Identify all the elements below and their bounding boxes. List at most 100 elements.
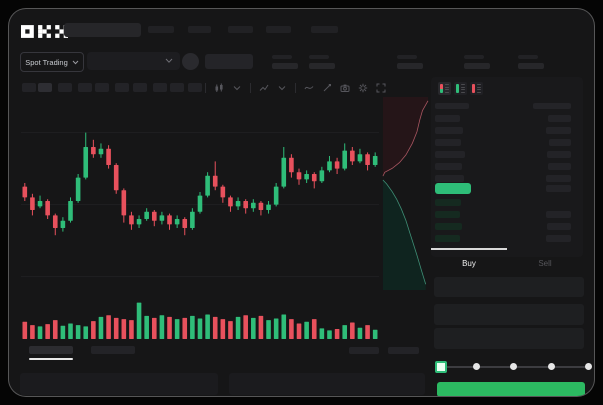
- book-bids-view-icon[interactable]: [454, 82, 467, 95]
- trade-tab-sell[interactable]: Sell: [538, 259, 552, 268]
- nav-item-1[interactable]: [148, 26, 174, 33]
- ticker-stats: [9, 9, 594, 79]
- timeframe-button-3[interactable]: [58, 83, 72, 92]
- market-type-label: Spot Trading: [25, 57, 68, 67]
- bottom-link-2[interactable]: [388, 347, 419, 354]
- ask-amount-bar: [548, 115, 571, 122]
- timeframe-button-2[interactable]: [38, 83, 52, 92]
- timeframe-button-1[interactable]: [22, 83, 36, 92]
- timeframe-button-9[interactable]: [170, 83, 184, 92]
- orderbook-asks: [431, 113, 583, 185]
- fullscreen-icon[interactable]: [376, 83, 386, 93]
- stat-value-bar: [397, 63, 423, 69]
- bottom-panel-right: [229, 373, 425, 395]
- ask-price-bar: [435, 163, 462, 170]
- ask-row-4[interactable]: [431, 149, 583, 161]
- draw-icon[interactable]: [322, 83, 332, 93]
- candle-type-icon[interactable]: [214, 83, 224, 93]
- toolbar-divider: [205, 82, 206, 93]
- bottom-tab-1[interactable]: [29, 346, 73, 354]
- ticker-stat-5: [518, 55, 544, 69]
- trade-form: [434, 277, 584, 355]
- ask-price-bar: [435, 127, 463, 134]
- stat-value-bar: [309, 63, 335, 69]
- bid-row-1[interactable]: [431, 197, 583, 209]
- bottom-panel-left: [20, 373, 218, 395]
- slider-stop-1[interactable]: [435, 361, 447, 373]
- timeframe-button-8[interactable]: [153, 83, 167, 92]
- last-price-amount-bar: [546, 185, 571, 192]
- ask-amount-bar: [549, 139, 571, 146]
- slider-stop-4[interactable]: [547, 363, 555, 370]
- bid-price-bar: [435, 235, 460, 242]
- pair-name-placeholder[interactable]: [205, 54, 253, 69]
- screenshot-camera-icon[interactable]: [340, 83, 350, 93]
- stat-value-bar: [272, 63, 298, 69]
- bid-row-4[interactable]: [431, 233, 583, 245]
- bid-amount-bar: [546, 211, 571, 218]
- bid-row-2[interactable]: [431, 209, 583, 221]
- bottom-link-1[interactable]: [349, 347, 379, 354]
- candlestick-chart[interactable]: [21, 97, 379, 293]
- search-input[interactable]: [64, 23, 141, 37]
- ask-amount-bar: [546, 175, 571, 182]
- ask-row-1[interactable]: [431, 113, 583, 125]
- nav-item-3[interactable]: [228, 26, 253, 33]
- slider-stop-2[interactable]: [472, 363, 480, 370]
- ticker-stat-1: [272, 55, 298, 69]
- timeframe-button-5[interactable]: [95, 83, 109, 92]
- book-asks-view-icon[interactable]: [470, 82, 483, 95]
- ask-price-bar: [435, 139, 461, 146]
- trade-field-3[interactable]: [434, 328, 584, 349]
- last-price-row[interactable]: [431, 182, 583, 195]
- indicators-icon[interactable]: [304, 83, 314, 93]
- trade-field-2[interactable]: [434, 304, 584, 325]
- toolbar-divider: [295, 82, 296, 93]
- orderbook-header-price: [435, 103, 469, 109]
- ask-row-3[interactable]: [431, 137, 583, 149]
- timeframe-button-7[interactable]: [133, 83, 147, 92]
- stat-label-bar: [397, 55, 417, 59]
- timeframe-button-4[interactable]: [78, 83, 92, 92]
- slider-stop-5[interactable]: [585, 363, 592, 370]
- bid-price-bar: [435, 211, 460, 218]
- timeframe-button-10[interactable]: [188, 83, 202, 92]
- chevron-down-icon[interactable]: [277, 83, 287, 93]
- ticker-stat-2: [309, 55, 335, 69]
- chart-style-icon[interactable]: [259, 83, 269, 93]
- ask-row-2[interactable]: [431, 125, 583, 137]
- ask-row-5[interactable]: [431, 161, 583, 173]
- book-split-view-icon[interactable]: [438, 82, 451, 95]
- slider-stop-3[interactable]: [510, 363, 517, 370]
- trade-tab-buy[interactable]: Buy: [431, 248, 507, 270]
- ask-price-bar: [435, 151, 465, 158]
- nav-item-2[interactable]: [188, 26, 211, 33]
- last-price-highlight[interactable]: [435, 183, 471, 194]
- bid-price-bar: [435, 223, 462, 230]
- ask-price-bar: [435, 175, 464, 182]
- pair-logo-avatar[interactable]: [182, 53, 199, 70]
- bid-amount-bar: [547, 223, 571, 230]
- ask-amount-bar: [547, 151, 571, 158]
- chevron-down-icon[interactable]: [232, 83, 242, 93]
- pair-selector-dropdown[interactable]: [87, 52, 180, 70]
- stat-label-bar: [464, 55, 484, 59]
- amount-slider[interactable]: [431, 358, 594, 374]
- timeframe-button-6[interactable]: [115, 83, 129, 92]
- book-icon-color-bar: [440, 84, 443, 93]
- nav-item-5[interactable]: [311, 26, 338, 33]
- ask-price-bar: [435, 115, 460, 122]
- bid-row-3[interactable]: [431, 221, 583, 233]
- app-window: Spot Trading: [8, 8, 595, 397]
- orderbook-view-toggles: [438, 82, 483, 95]
- buy-submit-button[interactable]: [437, 382, 585, 396]
- orderbook-bids: [431, 197, 583, 245]
- bottom-tab-2[interactable]: [91, 346, 135, 354]
- ask-row-6[interactable]: [431, 173, 583, 185]
- trade-field-1[interactable]: [434, 277, 584, 297]
- settings-gear-icon[interactable]: [358, 83, 368, 93]
- market-type-selector[interactable]: Spot Trading: [20, 52, 84, 72]
- stat-label-bar: [309, 55, 329, 59]
- nav-item-4[interactable]: [266, 26, 291, 33]
